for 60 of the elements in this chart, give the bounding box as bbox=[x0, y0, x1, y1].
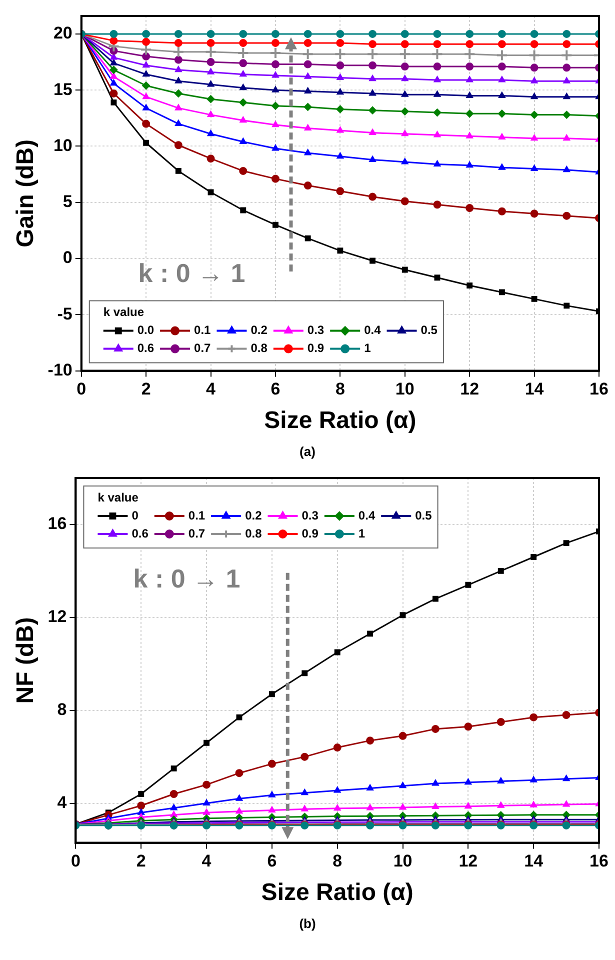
legend-label: 0.8 bbox=[250, 341, 268, 356]
y-tick-label: 20 bbox=[53, 24, 72, 43]
y-tick-label: 15 bbox=[53, 80, 72, 99]
legend-label: 0.6 bbox=[137, 341, 154, 356]
text: (a) bbox=[298, 443, 316, 461]
legend-label: 0.5 bbox=[420, 323, 438, 338]
x-axis-title: Size Ratio (α) bbox=[264, 407, 416, 434]
legend-label: 0.0 bbox=[137, 323, 154, 338]
y-tick-label: -10 bbox=[48, 360, 72, 380]
legend-label: 0.1 bbox=[194, 323, 212, 338]
x-tick-label: 2 bbox=[136, 852, 146, 871]
y-tick-label: 16 bbox=[48, 514, 67, 534]
x-tick-label: 12 bbox=[458, 852, 478, 871]
legend-label: 0.2 bbox=[250, 323, 268, 338]
legend-label: 0.1 bbox=[188, 508, 206, 522]
legend-label: 0.3 bbox=[302, 508, 319, 522]
legend-title: k value bbox=[103, 305, 144, 320]
legend-label: 0.4 bbox=[364, 323, 382, 338]
legend-label: 0.9 bbox=[307, 341, 324, 356]
x-tick-label: 10 bbox=[395, 380, 414, 399]
legend-label: 0.2 bbox=[245, 508, 262, 522]
x-tick-label: 8 bbox=[332, 852, 342, 871]
y-tick-label: -5 bbox=[57, 304, 72, 324]
x-axis-title: Size Ratio (α) bbox=[261, 879, 414, 906]
y-tick-label: 5 bbox=[62, 192, 72, 212]
y-tick-label: 8 bbox=[57, 700, 67, 720]
y-tick-label: 4 bbox=[57, 792, 68, 812]
legend-label: 1 bbox=[358, 526, 366, 540]
y-tick-label: 0 bbox=[62, 248, 72, 268]
x-tick-label: 10 bbox=[393, 852, 412, 871]
legend-title: k value bbox=[98, 490, 139, 504]
x-tick-label: 6 bbox=[270, 380, 280, 399]
legend-label: 0.8 bbox=[245, 526, 262, 540]
legend-label: 0.9 bbox=[302, 526, 319, 540]
legend-label: 0.4 bbox=[358, 508, 376, 522]
x-tick-label: 16 bbox=[590, 380, 608, 399]
text: (b) bbox=[298, 915, 317, 933]
x-tick-label: 14 bbox=[524, 852, 544, 871]
x-tick-label: 14 bbox=[524, 380, 544, 399]
annotation: k : 0 → 1 bbox=[133, 563, 240, 594]
annotation: k : 0 → 1 bbox=[138, 258, 246, 288]
y-tick-label: 10 bbox=[53, 136, 72, 155]
y-axis-title: NF (dB) bbox=[12, 617, 40, 704]
x-tick-label: 2 bbox=[141, 380, 151, 399]
legend-label: 1 bbox=[364, 341, 372, 356]
y-axis-title: Gain (dB) bbox=[12, 139, 40, 248]
legend-label: 0 bbox=[132, 508, 139, 522]
legend-label: 0.7 bbox=[194, 341, 212, 356]
x-tick-label: 6 bbox=[267, 852, 277, 871]
y-tick-label: 12 bbox=[48, 607, 67, 626]
x-tick-label: 4 bbox=[206, 380, 216, 399]
legend-label: 0.7 bbox=[188, 526, 206, 540]
x-tick-label: 16 bbox=[590, 852, 608, 871]
x-tick-label: 4 bbox=[202, 852, 212, 871]
x-tick-label: 8 bbox=[335, 380, 345, 399]
legend-label: 0.3 bbox=[307, 323, 324, 338]
x-tick-label: 0 bbox=[76, 380, 86, 399]
legend-label: 0.6 bbox=[132, 526, 149, 540]
x-tick-label: 12 bbox=[460, 380, 480, 399]
legend-label: 0.5 bbox=[415, 508, 432, 522]
